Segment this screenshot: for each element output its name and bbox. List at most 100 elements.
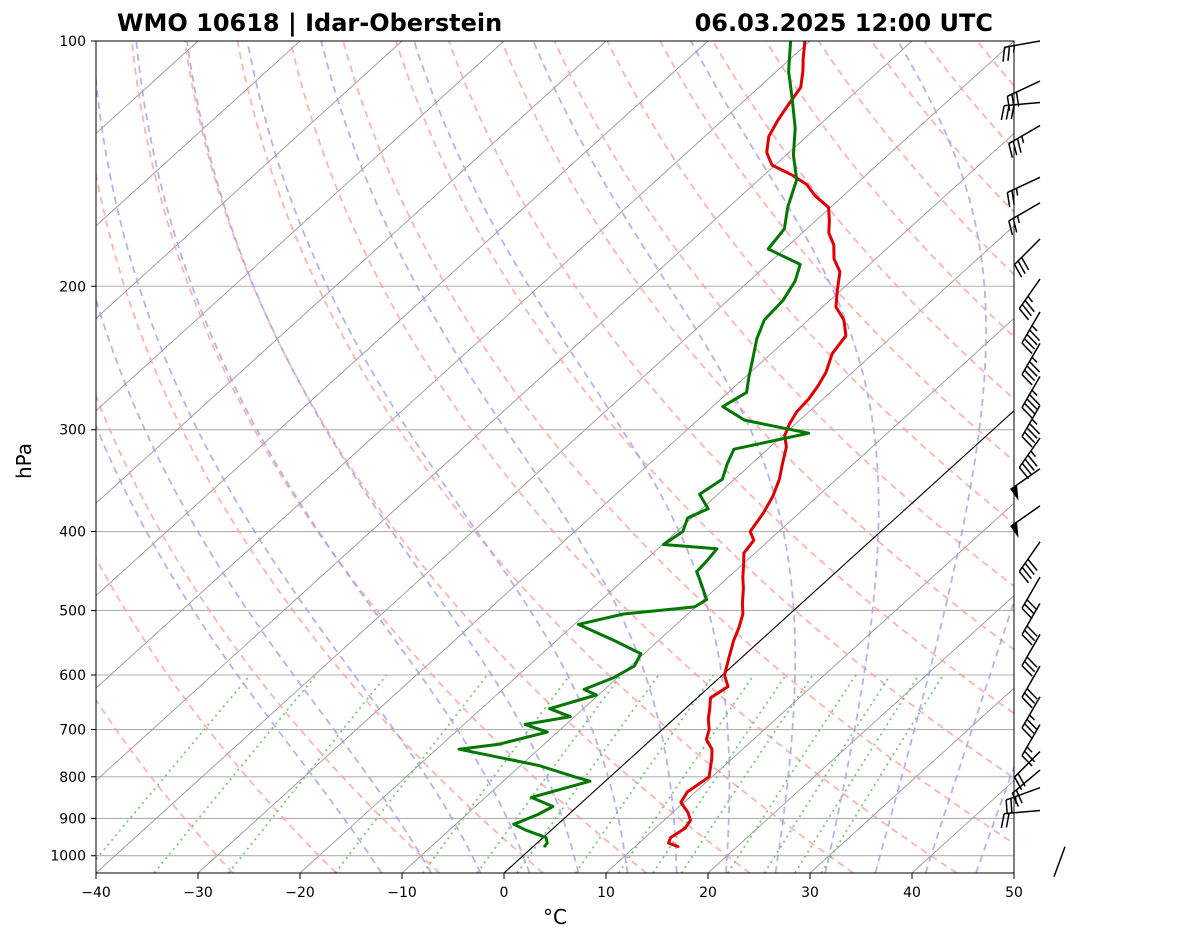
wind-barb [1022,577,1040,619]
temperature-point [711,758,713,760]
temperature-point [833,258,835,260]
zero-isotherm-line [504,41,1181,873]
chart-title-left: WMO 10618 | Idar-Oberstein [117,9,502,37]
temperature-point [808,398,810,400]
wind-barbs [1001,41,1065,877]
wind-barb-full [1006,105,1009,119]
x-tick-label: 0 [500,885,509,901]
plot-area [0,40,1181,873]
dry-adiabat-line [660,41,1181,873]
temperature-point [828,232,830,234]
dewpoint-point [727,463,729,465]
isotherm-line [0,41,504,873]
dewpoint-point [699,493,701,495]
isotherm-lines [0,41,1181,873]
dry-adiabat-line [26,41,440,873]
temperature-point [800,87,802,89]
wind-barb [1011,506,1040,538]
dry-adiabat-line [555,41,1181,873]
temperature-point [742,576,744,578]
isobar-grid [96,41,1014,856]
temperature-point [786,446,788,448]
mixing-ratio-line [576,675,714,873]
dewpoint-point [687,517,689,519]
moist-adiabat-line [321,41,676,873]
mixing-ratio-line [154,675,316,873]
dewpoint-point [767,248,769,250]
dewpoint-point [764,319,766,321]
y-tick-label: 100 [59,34,86,50]
dewpoint-point [640,653,642,655]
wind-barb-half [1027,747,1032,752]
dewpoint-point [696,571,698,573]
temperature-point [817,385,819,387]
mixing-ratio-lines [85,675,944,873]
wind-barb-full [1006,813,1009,827]
temperature-point [831,353,833,355]
isotherm-line [606,41,1181,873]
mixing-ratio-line [765,675,891,873]
dewpoint-point [570,716,572,718]
isotherm-line [810,41,1181,873]
dry-adiabat-line [1083,41,1181,873]
moist-adiabat-line [187,41,579,873]
wind-barb [1022,376,1040,418]
dry-adiabat-line [449,41,1181,873]
moist-adiabat-line [93,41,481,873]
wind-barb-half [1032,390,1037,395]
wind-barb [1007,81,1040,111]
temperature-point [772,495,774,497]
x-tick-label: −20 [285,885,315,901]
wind-barb-staff [1011,469,1040,490]
x-tick-label: −40 [81,885,111,901]
temperature-point [710,697,712,699]
x-tick-label: −10 [387,885,417,901]
dewpoint-point [744,419,746,421]
temperature-point [784,435,786,437]
x-tick-label: 30 [801,885,819,901]
dry-adiabat-line [1136,41,1181,873]
wind-barb-half [1022,136,1024,143]
wind-barb-staff [1007,177,1040,192]
temperature-point [829,220,831,222]
y-tick-label: 200 [59,279,86,295]
wind-barb-half [1017,216,1019,223]
dewpoint-point [524,724,526,726]
temperature-point [749,531,751,533]
wind-barb-staff [1019,438,1040,467]
dewpoint-point [583,689,585,691]
dewpoint-point [682,531,684,533]
mixing-ratio-line [821,675,943,873]
temperature-point [802,71,804,73]
moist-adiabat-line [976,41,1181,873]
wind-barb-staff [1054,847,1065,877]
wind-barb-half [1032,419,1037,424]
temperature-point [743,564,745,566]
wind-barb [1019,279,1040,320]
isotherm-line [0,41,810,873]
dewpoint-point [808,432,810,434]
wind-barb [1015,752,1040,790]
temperature-point [708,719,710,721]
wind-barb-staff [1015,239,1040,264]
dry-adiabat-line [607,41,1181,873]
wind-barb [1009,126,1040,158]
dewpoint-point [614,640,616,642]
y-tick-label: 800 [59,770,86,786]
mixing-ratio-line [682,675,813,873]
dewpoint-point [623,613,625,615]
wind-barb-half [1031,451,1036,457]
temperature-point [768,136,770,138]
moist-adiabat-line [54,41,431,873]
temperature-point [711,748,713,750]
x-tick-label: 40 [903,885,921,901]
wind-barb-full [1001,814,1004,828]
dewpoint-point [752,357,754,359]
dry-adiabat-line [396,41,1164,873]
sounding-series [458,40,847,847]
y-tick-label: 900 [59,811,86,827]
isotherm-line [1014,41,1181,873]
dewpoint-point [545,837,547,839]
